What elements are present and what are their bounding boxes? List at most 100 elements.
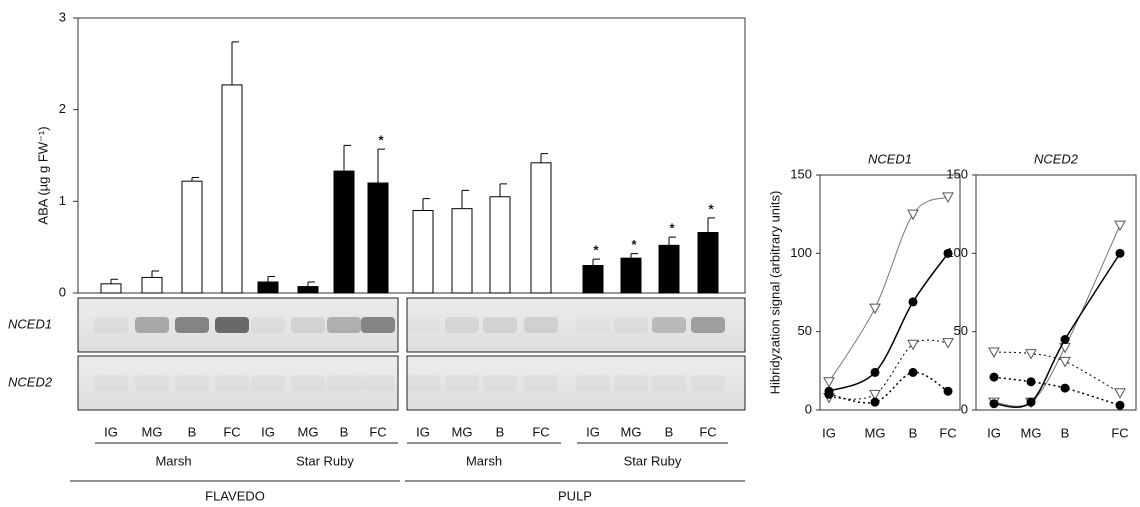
blot-row-label: NCED2 — [8, 374, 53, 389]
blot-band — [691, 317, 725, 333]
blot-band — [483, 317, 517, 333]
blot-band — [175, 375, 209, 391]
series-line — [829, 197, 948, 382]
significance-star: * — [378, 133, 384, 148]
x-tick-label: B — [340, 424, 349, 439]
error-bar — [152, 271, 159, 277]
marker — [944, 387, 953, 396]
y-tick-label: 100 — [946, 245, 968, 260]
plot-frame — [78, 18, 745, 293]
marker — [990, 373, 999, 382]
error-bar — [462, 190, 469, 208]
cultivar-label: Marsh — [466, 453, 502, 468]
blot-band — [215, 317, 249, 333]
blot-band — [614, 375, 648, 391]
x-tick-label: IG — [416, 424, 430, 439]
blot-band — [175, 317, 209, 333]
x-tick-label: IG — [104, 424, 118, 439]
blot-band — [361, 375, 395, 391]
tissue-label: FLAVEDO — [205, 488, 265, 503]
error-bar — [423, 199, 430, 211]
marker — [824, 378, 834, 387]
cultivar-label: Star Ruby — [624, 453, 682, 468]
marker — [825, 390, 834, 399]
blot-band — [327, 375, 361, 391]
error-bar — [669, 237, 676, 245]
x-tick-label: MG — [452, 424, 473, 439]
blot-band — [251, 317, 285, 333]
x-tick-label: B — [188, 424, 197, 439]
error-bar — [593, 259, 600, 265]
x-tick-label: MG — [621, 424, 642, 439]
marker — [989, 348, 999, 357]
marker — [908, 210, 918, 219]
x-tick-label: FC — [939, 425, 956, 440]
marker — [1060, 357, 1070, 366]
blot-band — [361, 317, 395, 333]
bar — [698, 233, 718, 294]
bar — [531, 163, 551, 293]
blot-band — [406, 375, 440, 391]
blot-band — [406, 317, 440, 333]
series-line — [994, 377, 1120, 405]
marker — [870, 304, 880, 313]
x-tick-label: IG — [586, 424, 600, 439]
x-tick-label: B — [665, 424, 674, 439]
y-tick-label: 150 — [790, 166, 812, 181]
blot-band — [327, 317, 361, 333]
y-tick-label: 0 — [805, 401, 812, 416]
x-tick-label: MG — [298, 424, 319, 439]
x-tick-label: FC — [699, 424, 716, 439]
y-tick-label: 50 — [798, 323, 812, 338]
error-bar — [500, 184, 507, 197]
blot-band — [215, 375, 249, 391]
marker — [1115, 221, 1125, 230]
series-line — [994, 253, 1120, 407]
x-tick-label: FC — [223, 424, 240, 439]
bar — [222, 85, 242, 293]
marker — [909, 297, 918, 306]
marker — [908, 340, 918, 349]
marker — [1061, 335, 1070, 344]
y-tick-label: 100 — [790, 245, 812, 260]
marker — [909, 368, 918, 377]
marker — [990, 399, 999, 408]
marker — [1116, 401, 1125, 410]
series-line — [994, 225, 1120, 406]
error-bar — [378, 149, 385, 183]
blot-band — [483, 375, 517, 391]
x-tick-label: MG — [142, 424, 163, 439]
blot-band — [94, 375, 128, 391]
error-bar — [232, 42, 239, 85]
bar — [490, 197, 510, 293]
cultivar-label: Star Ruby — [296, 453, 354, 468]
bar — [583, 266, 603, 294]
blot-band — [94, 317, 128, 333]
bar — [621, 258, 641, 293]
y-tick-label: 3 — [59, 9, 66, 24]
bar — [101, 284, 121, 293]
chart-title: NCED1 — [868, 151, 912, 166]
blot-band — [652, 375, 686, 391]
error-bar — [344, 145, 351, 171]
y-axis-label: Hibridyzation signal (arbitrary units) — [767, 191, 782, 395]
series-line — [829, 340, 948, 399]
figure: 0123ABA (µg g FW⁻¹)*****NCED1NCED2IGMGBF… — [0, 0, 1140, 507]
marker — [871, 398, 880, 407]
bar — [142, 277, 162, 293]
significance-star: * — [669, 221, 675, 236]
blot-band — [445, 317, 479, 333]
marker — [1027, 377, 1036, 386]
x-tick-label: FC — [1111, 425, 1128, 440]
blot-band — [291, 375, 325, 391]
error-bar — [308, 282, 315, 287]
marker — [1116, 249, 1125, 258]
significance-star: * — [593, 243, 599, 258]
blot-band — [524, 375, 558, 391]
marker — [1027, 398, 1036, 407]
blot-band — [652, 317, 686, 333]
error-bar — [708, 218, 715, 233]
bar — [298, 287, 318, 293]
blot-band — [291, 317, 325, 333]
error-bar — [111, 279, 118, 284]
